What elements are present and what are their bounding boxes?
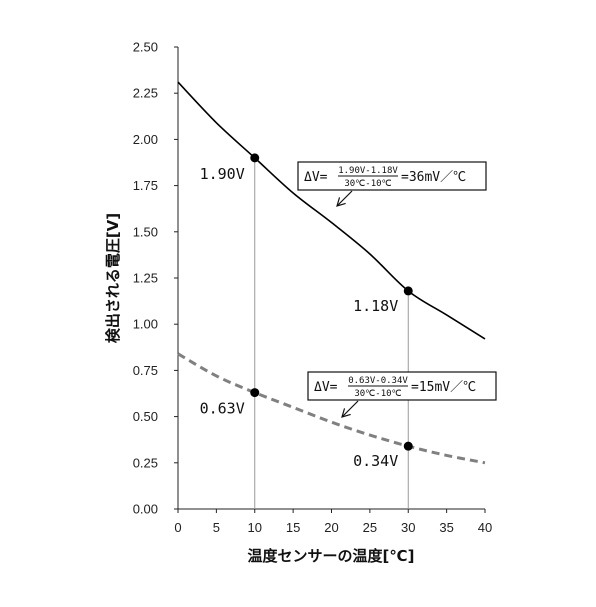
y-tick-label: 1.75	[133, 178, 158, 193]
annotation-prefix: ΔV=	[304, 170, 328, 185]
annotation-denominator: 30℃-10℃	[344, 179, 391, 189]
y-ticks: 0.00 0.25 0.50 0.75 1.00 1.25 1.50 1.75 2.00 2.25…	[133, 40, 178, 517]
x-tick-label: 15	[286, 520, 300, 535]
y-tick-label: 1.25	[133, 271, 158, 286]
data-point-label: 0.34V	[353, 452, 398, 470]
x-tick-label: 35	[439, 520, 453, 535]
x-tick-label: 30	[401, 520, 415, 535]
x-tick-label: 40	[478, 520, 492, 535]
y-axis-title: 検出される電圧[V]	[104, 213, 122, 343]
y-tick-label: 2.50	[133, 40, 158, 55]
annotation-result: =15mV／℃	[411, 380, 476, 395]
annotation-arrow-line	[341, 400, 359, 418]
data-point	[250, 153, 260, 163]
data-point	[403, 286, 413, 296]
data-point	[403, 441, 413, 451]
data-point-label: 1.90V	[200, 165, 245, 183]
x-axis-title: 温度センサーの温度[℃]	[248, 547, 415, 565]
annotation-numerator: 0.63V-0.34V	[348, 376, 408, 386]
x-tick-label: 5	[213, 520, 220, 535]
annotation-arrow-line	[336, 190, 353, 207]
annotation-lower: ΔV= 0.63V-0.34V 30℃-10℃ =15mV／℃	[307, 371, 497, 418]
x-ticks: 0 5 10 15 20 25 30 35 40	[174, 509, 492, 535]
series-line-dashed	[177, 352, 486, 465]
y-tick-label: 1.00	[133, 317, 158, 332]
annotation-prefix: ΔV=	[314, 380, 338, 395]
annotation-numerator: 1.90V-1.18V	[338, 166, 398, 176]
x-tick-label: 0	[174, 520, 181, 535]
x-tick-label: 10	[248, 520, 262, 535]
x-tick-label: 25	[363, 520, 377, 535]
annotation-denominator: 30℃-10℃	[354, 389, 401, 399]
axes	[177, 47, 485, 510]
annotation-result: =36mV／℃	[401, 170, 466, 185]
data-point-label: 0.63V	[200, 400, 245, 418]
series-layer	[177, 81, 486, 465]
y-tick-label: 0.50	[133, 409, 158, 424]
data-point	[250, 388, 260, 398]
series-line-solid	[177, 81, 486, 340]
data-point-label: 1.18V	[353, 297, 398, 315]
y-tick-label: 2.25	[133, 86, 158, 101]
y-tick-label: 0.25	[133, 455, 158, 470]
y-tick-label: 2.00	[133, 132, 158, 147]
y-tick-label: 1.50	[133, 224, 158, 239]
y-tick-label: 0.00	[133, 502, 158, 517]
annotation-arrow-head	[341, 408, 351, 418]
x-tick-label: 20	[324, 520, 338, 535]
annotation-arrow-head	[336, 197, 346, 207]
points-layer: 1.90V 1.18V 0.63V 0.34V	[200, 153, 413, 470]
annotation-upper: ΔV= 1.90V-1.18V 30℃-10℃ =36mV／℃	[297, 161, 487, 207]
y-tick-label: 0.75	[133, 363, 158, 378]
